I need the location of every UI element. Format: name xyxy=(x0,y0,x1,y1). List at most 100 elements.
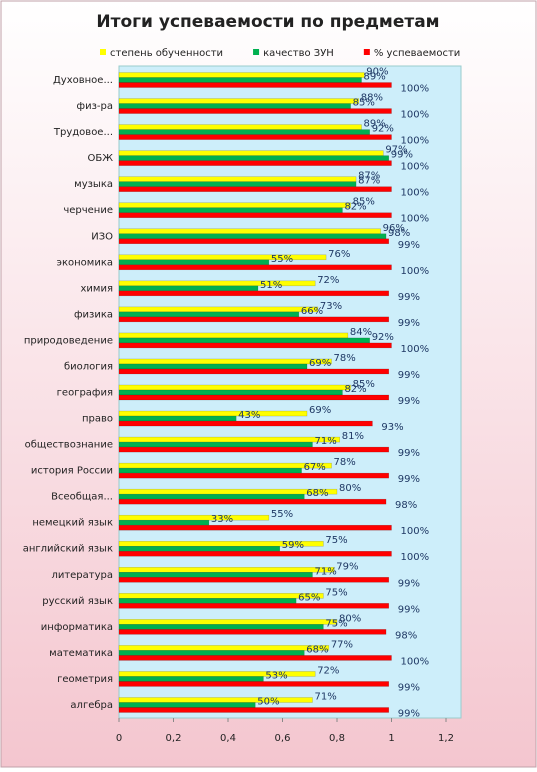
value-label: 76% xyxy=(328,249,350,260)
y-tick-label: физ-ра xyxy=(77,101,113,112)
bar xyxy=(118,207,343,213)
value-label: 99% xyxy=(398,578,420,589)
x-tick-label: 1 xyxy=(388,733,394,744)
y-tick-label: немецкий язык xyxy=(32,518,113,529)
y-tick-label: геометрия xyxy=(57,674,113,685)
value-label: 99% xyxy=(391,150,413,161)
bar xyxy=(118,134,392,140)
y-tick-label: физика xyxy=(74,309,113,320)
y-tick-label: черчение xyxy=(63,205,113,216)
value-label: 99% xyxy=(398,448,420,459)
value-label: 51% xyxy=(260,280,282,291)
value-label: 92% xyxy=(372,332,394,343)
bar xyxy=(118,233,387,240)
bar xyxy=(118,285,259,292)
value-label: 92% xyxy=(372,124,394,135)
value-label: 99% xyxy=(398,292,420,303)
value-label: 100% xyxy=(401,110,430,121)
value-label: 68% xyxy=(306,488,328,499)
value-label: 88% xyxy=(361,93,383,104)
bar xyxy=(118,150,384,156)
value-label: 75% xyxy=(325,618,347,629)
bar xyxy=(118,410,308,417)
legend-label: качество ЗУН xyxy=(263,48,334,59)
y-tick-label: экономика xyxy=(56,257,113,268)
value-label: 85% xyxy=(353,379,375,390)
value-label: 72% xyxy=(317,665,339,676)
value-label: 69% xyxy=(309,358,331,369)
value-label: 75% xyxy=(325,587,347,598)
bar xyxy=(118,72,365,78)
legend-swatch xyxy=(253,49,260,55)
bar xyxy=(118,645,330,651)
legend-swatch xyxy=(363,49,370,55)
bar xyxy=(118,707,390,713)
bar xyxy=(118,629,387,635)
bar xyxy=(118,160,392,166)
bar xyxy=(118,108,392,114)
bar xyxy=(118,420,373,427)
bar xyxy=(118,676,264,682)
bar xyxy=(118,545,281,552)
value-label: 73% xyxy=(320,301,342,312)
chart-title: Итоги успеваемости по предметам xyxy=(96,12,439,32)
value-label: 50% xyxy=(257,696,279,707)
value-label: 100% xyxy=(401,526,430,537)
value-label: 87% xyxy=(358,176,380,187)
bar xyxy=(118,524,392,531)
y-tick-label: литература xyxy=(51,570,113,581)
value-label: 99% xyxy=(398,396,420,407)
bar xyxy=(118,593,324,599)
value-label: 78% xyxy=(334,353,356,364)
y-tick-label: ИЗО xyxy=(91,231,113,242)
x-tick-label: 0,6 xyxy=(275,733,291,744)
value-label: 99% xyxy=(398,604,420,615)
value-label: 100% xyxy=(401,188,430,199)
value-label: 100% xyxy=(401,214,430,225)
x-tick-label: 0 xyxy=(116,733,122,744)
value-label: 68% xyxy=(306,644,328,655)
value-label: 80% xyxy=(339,613,361,624)
bar xyxy=(118,82,392,88)
bar xyxy=(118,103,351,109)
bar xyxy=(118,384,351,391)
value-label: 100% xyxy=(401,136,430,147)
value-label: 99% xyxy=(398,240,420,251)
value-label: 99% xyxy=(398,318,420,329)
bar xyxy=(118,389,343,396)
bar xyxy=(118,655,392,661)
bar xyxy=(118,181,357,187)
bar xyxy=(118,493,305,500)
value-label: 99% xyxy=(398,682,420,693)
bar xyxy=(118,598,297,604)
y-tick-label: право xyxy=(82,414,113,425)
y-tick-label: история России xyxy=(31,466,113,477)
value-label: 98% xyxy=(388,228,410,239)
value-label: 80% xyxy=(339,483,361,494)
bar xyxy=(118,311,300,318)
value-label: 100% xyxy=(401,552,430,563)
y-tick-label: обществознание xyxy=(25,440,113,451)
value-label: 100% xyxy=(401,162,430,173)
x-tick-label: 0,4 xyxy=(220,733,236,744)
y-tick-label: Духовное... xyxy=(53,75,113,86)
bar xyxy=(118,124,362,130)
bar xyxy=(118,697,313,703)
y-tick-label: английский язык xyxy=(23,544,113,555)
value-label: 99% xyxy=(398,708,420,719)
bar xyxy=(118,254,327,261)
y-tick-label: природоведение xyxy=(24,335,113,346)
y-tick-label: информатика xyxy=(41,622,113,633)
y-tick-label: химия xyxy=(81,283,113,294)
value-label: 98% xyxy=(395,500,417,511)
value-label: 84% xyxy=(350,327,372,338)
legend-label: % успеваемости xyxy=(374,48,460,59)
value-label: 69% xyxy=(309,405,331,416)
value-label: 82% xyxy=(344,384,366,395)
value-label: 71% xyxy=(314,691,336,702)
bar xyxy=(118,259,270,266)
bar xyxy=(118,186,392,192)
y-tick-label: русский язык xyxy=(42,596,113,607)
bar xyxy=(118,238,390,245)
